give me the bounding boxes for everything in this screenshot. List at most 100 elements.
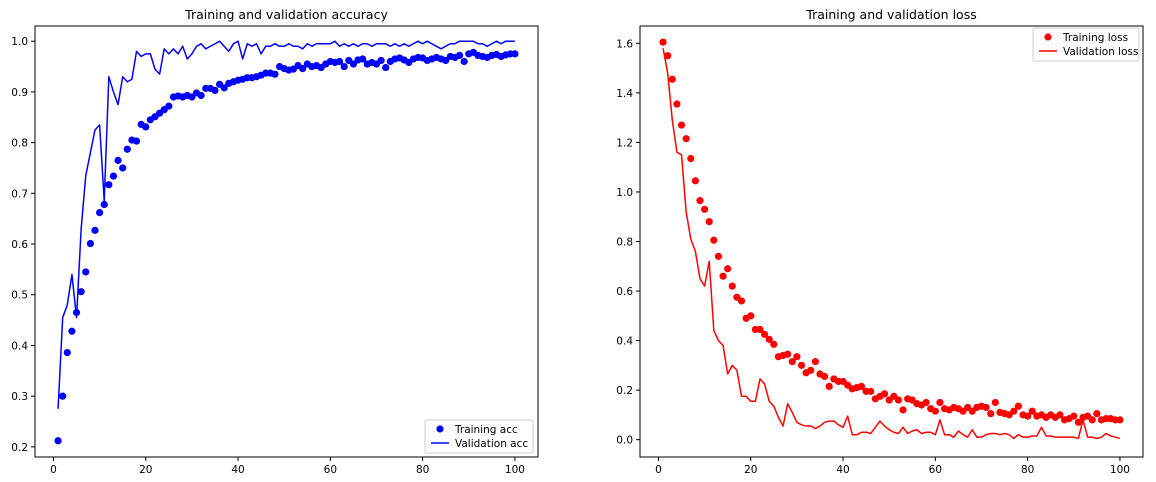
- legend-point-marker: [436, 425, 444, 433]
- y-tick-label: 0.7: [11, 188, 28, 200]
- data-point: [460, 57, 468, 66]
- data-point: [705, 218, 713, 226]
- data-point: [677, 121, 686, 129]
- data-point: [728, 282, 736, 290]
- data-point: [696, 197, 704, 205]
- x-tick-label: 20: [744, 464, 757, 476]
- data-point: [894, 396, 903, 404]
- data-point: [797, 361, 806, 369]
- y-tick-label: 0.6: [11, 239, 28, 251]
- data-point: [77, 288, 85, 296]
- data-point: [340, 62, 348, 71]
- chart-title: Training and validation accuracy: [184, 7, 388, 22]
- data-point: [659, 38, 667, 46]
- data-point: [220, 84, 228, 92]
- data-point: [714, 252, 723, 260]
- legend-label: Training loss: [1062, 32, 1128, 44]
- data-point: [687, 154, 695, 163]
- x-tick-label: 40: [231, 464, 244, 476]
- data-point: [788, 358, 796, 366]
- data-point: [1116, 416, 1124, 424]
- data-point: [880, 390, 889, 398]
- data-point: [710, 236, 718, 244]
- data-point: [63, 348, 71, 357]
- data-point: [1028, 407, 1036, 415]
- data-point: [1074, 418, 1082, 426]
- data-point: [682, 135, 690, 143]
- series-validation-loss: [662, 48, 1121, 440]
- data-point: [91, 226, 99, 234]
- chart-title: Training and validation loss: [805, 7, 976, 22]
- y-tick-label: 1.0: [11, 36, 28, 48]
- data-point: [455, 51, 464, 60]
- y-tick-label: 1.4: [616, 88, 633, 100]
- x-tick-label: 60: [929, 464, 942, 476]
- data-point: [922, 398, 930, 407]
- data-point: [820, 372, 829, 381]
- data-point: [765, 335, 773, 343]
- series-line: [57, 40, 515, 409]
- y-tick-label: 0.3: [11, 391, 28, 403]
- data-point: [982, 403, 990, 412]
- chart-panel-1: Training and validation accuracy 0 20 40 60 8…: [11, 7, 539, 476]
- data-point: [132, 137, 141, 145]
- data-point: [1010, 407, 1018, 415]
- data-point: [770, 340, 778, 348]
- data-point: [211, 86, 219, 94]
- data-point: [119, 164, 127, 172]
- data-point: [188, 93, 196, 101]
- data-point: [987, 410, 995, 418]
- data-point: [86, 239, 94, 248]
- data-point: [811, 358, 819, 366]
- data-point: [931, 407, 939, 415]
- x-tick-label: 20: [139, 464, 152, 476]
- x-tick-label: 60: [324, 464, 337, 476]
- axes-frame: [34, 25, 539, 458]
- data-point: [54, 437, 62, 445]
- data-point: [719, 272, 727, 280]
- data-point: [761, 330, 769, 338]
- data-point: [867, 387, 875, 395]
- y-tick-label: 1.0: [616, 187, 633, 199]
- data-point: [511, 50, 519, 58]
- y-tick-label: 0.2: [11, 442, 28, 454]
- x-tick-label: 40: [836, 464, 849, 476]
- legend-box: [1032, 27, 1140, 62]
- data-point: [991, 398, 999, 407]
- data-point: [1024, 412, 1032, 420]
- y-tick-label: 0.0: [616, 435, 633, 447]
- legend-label: Validation acc: [455, 438, 528, 450]
- y-tick-label: 0.8: [11, 138, 28, 150]
- data-point: [109, 172, 118, 180]
- x-tick-label: 100: [1110, 464, 1130, 476]
- data-point: [793, 353, 801, 361]
- data-point: [105, 181, 113, 189]
- legend: Training loss Validation loss: [1032, 27, 1140, 62]
- data-point: [271, 70, 279, 78]
- data-point: [1014, 402, 1023, 410]
- data-point: [1056, 411, 1064, 419]
- data-point: [377, 56, 385, 65]
- y-tick-label: 0.2: [616, 385, 633, 397]
- data-point: [784, 350, 792, 358]
- data-point: [899, 406, 907, 414]
- x-tick-label: 80: [1021, 464, 1034, 476]
- legend: Training acc Validation acc: [424, 419, 534, 454]
- legend-label: Validation loss: [1063, 46, 1138, 58]
- data-point: [197, 91, 205, 100]
- data-point: [668, 75, 676, 83]
- y-tick-label: 0.4: [616, 336, 633, 348]
- y-tick-label: 0.6: [616, 286, 633, 298]
- legend-point-marker: [1044, 33, 1052, 41]
- x-tick-label: 0: [50, 464, 57, 476]
- data-point: [756, 325, 764, 334]
- data-point: [123, 145, 131, 153]
- data-point: [68, 327, 76, 335]
- data-point: [724, 265, 732, 273]
- data-point: [664, 52, 672, 60]
- series-training-acc: [54, 48, 519, 445]
- data-point: [691, 177, 699, 185]
- data-point: [100, 200, 108, 209]
- data-point: [737, 297, 746, 305]
